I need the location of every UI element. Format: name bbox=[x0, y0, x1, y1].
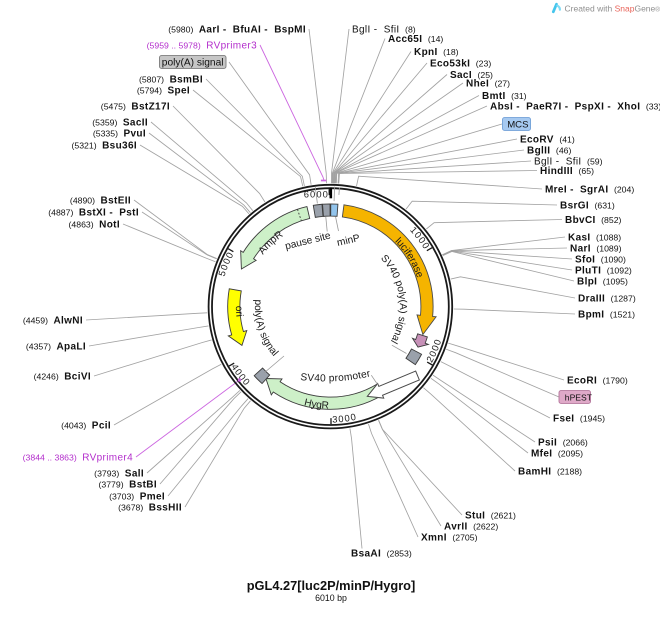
svg-text:MCS: MCS bbox=[507, 120, 528, 131]
svg-text:hPEST: hPEST bbox=[565, 393, 593, 403]
svg-text:BamHI(2188): BamHI (2188) bbox=[518, 467, 582, 478]
svg-text:(5359)SacII: (5359) SacII bbox=[92, 118, 148, 129]
svg-text:HygR: HygR bbox=[303, 397, 329, 411]
svg-text:(4890)BstEII: (4890) BstEII bbox=[70, 196, 131, 207]
svg-text:DraIII(1287): DraIII (1287) bbox=[578, 294, 636, 305]
svg-text:BsaAI(2853): BsaAI (2853) bbox=[351, 549, 412, 560]
svg-text:(5475)BstZ17I: (5475) BstZ17I bbox=[101, 102, 170, 113]
svg-text:pGL4.27[luc2P/minP/Hygro]: pGL4.27[luc2P/minP/Hygro] bbox=[247, 578, 416, 593]
svg-text:(4459)AlwNI: (4459) AlwNI bbox=[23, 316, 83, 327]
svg-text:PsiI(2066): PsiI (2066) bbox=[538, 438, 588, 449]
svg-text:HindIII(65): HindIII (65) bbox=[540, 166, 594, 177]
svg-text:FseI(1945): FseI (1945) bbox=[553, 414, 605, 425]
svg-text:(3844 .. 3863)RVprimer4: (3844 .. 3863) RVprimer4 bbox=[23, 453, 133, 464]
svg-text:(3678)BssHII: (3678) BssHII bbox=[118, 503, 182, 514]
svg-text:StuI(2621): StuI (2621) bbox=[465, 511, 516, 522]
svg-text:Created with SnapGene®: Created with SnapGene® bbox=[565, 4, 660, 14]
svg-text:AbsI - PaeR7I - PspXI - Xho: AbsI - PaeR7I - PspXI - XhoI (33) bbox=[490, 102, 660, 113]
svg-text:poly(A) signal: poly(A) signal bbox=[162, 58, 224, 69]
svg-text:(4887)BstXI - PstI: (4887) BstXI - PstI bbox=[48, 208, 139, 219]
svg-text:BsrGI(631): BsrGI (631) bbox=[560, 201, 615, 212]
svg-text:Eco53kI(23): Eco53kI (23) bbox=[430, 59, 491, 70]
svg-text:MreI - SgrAI(204): MreI - SgrAI (204) bbox=[545, 185, 634, 196]
svg-text:NarI(1089): NarI (1089) bbox=[570, 244, 622, 255]
svg-text:BmtI(31): BmtI (31) bbox=[482, 91, 527, 102]
svg-text:(5794)SpeI: (5794) SpeI bbox=[137, 86, 190, 97]
svg-text:SfoI(1090): SfoI (1090) bbox=[575, 255, 626, 266]
svg-text:XmnI(2705): XmnI (2705) bbox=[421, 533, 478, 544]
svg-text:BlpI(1095): BlpI (1095) bbox=[577, 277, 628, 288]
svg-text:BpmI(1521): BpmI (1521) bbox=[578, 310, 635, 321]
svg-text:SacI(25): SacI (25) bbox=[450, 70, 493, 81]
svg-text:(5321)Bsu36I: (5321) Bsu36I bbox=[71, 141, 137, 152]
svg-text:KpnI(18): KpnI (18) bbox=[414, 47, 459, 58]
svg-text:PluTI(1092): PluTI (1092) bbox=[575, 266, 632, 277]
svg-text:EcoRV(41): EcoRV (41) bbox=[520, 135, 575, 146]
svg-text:(5959 .. 5978)RVprimer3: (5959 .. 5978) RVprimer3 bbox=[147, 41, 257, 52]
svg-text:MfeI(2095): MfeI (2095) bbox=[531, 449, 583, 460]
svg-text:(3703)PmeI: (3703) PmeI bbox=[109, 492, 165, 503]
svg-text:(4357)ApaLI: (4357) ApaLI bbox=[26, 342, 86, 353]
svg-text:(4246)BciVI: (4246) BciVI bbox=[34, 372, 91, 383]
svg-text:minP: minP bbox=[336, 233, 361, 249]
svg-text:(5335)PvuI: (5335) PvuI bbox=[93, 129, 146, 140]
svg-text:BglII(46): BglII (46) bbox=[527, 146, 571, 157]
svg-text:(3793)SalI: (3793) SalI bbox=[94, 469, 144, 480]
svg-text:AvrII(2622): AvrII (2622) bbox=[444, 522, 498, 533]
svg-text:3000: 3000 bbox=[332, 411, 358, 425]
svg-text:KasI(1088): KasI (1088) bbox=[568, 233, 621, 244]
svg-text:BglI - SfiI(8): BglI - SfiI (8) bbox=[352, 25, 416, 36]
svg-text:BglI - SfiI(59): BglI - SfiI (59) bbox=[534, 157, 603, 168]
svg-text:(4043)PciI: (4043) PciI bbox=[61, 421, 111, 432]
svg-text:EcoRI(1790): EcoRI (1790) bbox=[567, 376, 628, 387]
svg-text:(5980)AarI - BfuAI - BspMI: (5980) AarI - BfuAI - BspMI bbox=[168, 25, 306, 36]
svg-text:(3779)BstBI: (3779) BstBI bbox=[99, 480, 158, 491]
svg-text:(4863)NotI: (4863) NotI bbox=[69, 220, 120, 231]
svg-text:NheI(27): NheI (27) bbox=[466, 79, 510, 90]
svg-text:(5807)BsmBI: (5807) BsmBI bbox=[139, 75, 203, 86]
svg-text:ori: ori bbox=[233, 306, 245, 318]
svg-text:6010 bp: 6010 bp bbox=[315, 593, 347, 603]
svg-text:BbvCI(852): BbvCI (852) bbox=[565, 215, 622, 226]
svg-text:Acc65I(14): Acc65I (14) bbox=[388, 34, 443, 45]
